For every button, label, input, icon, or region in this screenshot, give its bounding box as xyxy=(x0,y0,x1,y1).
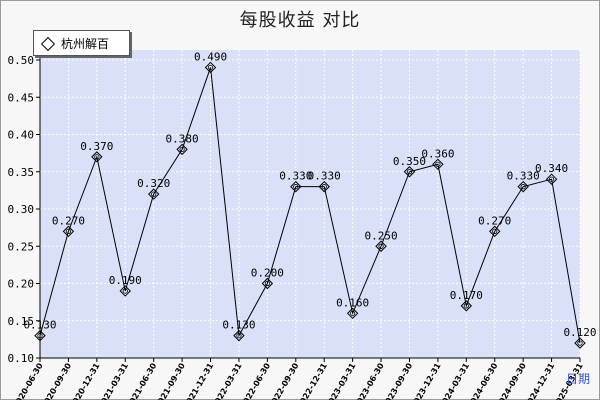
x-tick-label: 2022-06-30 xyxy=(239,361,273,400)
data-point-center xyxy=(37,333,43,339)
data-point xyxy=(34,329,46,342)
data-label: 0.320 xyxy=(137,177,170,190)
data-point xyxy=(318,180,330,193)
data-point-center xyxy=(293,184,299,190)
x-tick-label: 2021-03-31 xyxy=(97,361,131,400)
data-label: 0.250 xyxy=(364,229,397,242)
x-tick-label: 2024-12-31 xyxy=(523,361,557,400)
data-point-center xyxy=(577,340,583,346)
y-tick-label: 0.40 xyxy=(8,129,35,142)
data-point xyxy=(62,225,75,238)
x-tick-label: 2021-09-30 xyxy=(153,361,187,400)
data-label: 0.120 xyxy=(563,326,596,339)
data-point-center xyxy=(264,280,270,287)
y-tick-label: 0.20 xyxy=(8,278,35,291)
x-tick-label: 2023-09-30 xyxy=(381,361,415,400)
data-point xyxy=(346,307,359,320)
data-label: 0.370 xyxy=(80,140,113,153)
data-label: 0.130 xyxy=(222,319,255,332)
data-label: 0.200 xyxy=(251,267,284,280)
data-point xyxy=(91,151,103,163)
data-point-center xyxy=(94,154,100,160)
x-tick-label: 2022-09-30 xyxy=(267,361,301,400)
y-tick-label: 0.25 xyxy=(8,240,35,253)
series-line xyxy=(39,67,581,344)
data-point-center xyxy=(207,64,214,71)
data-point xyxy=(204,61,217,74)
data-point-center xyxy=(179,146,185,152)
data-label: 0.190 xyxy=(109,274,142,287)
data-point xyxy=(176,143,188,156)
x-tick-label: 2023-06-30 xyxy=(352,361,386,400)
x-tick-label: 2024-06-30 xyxy=(466,361,500,400)
data-point-center xyxy=(406,169,413,175)
data-point xyxy=(147,188,160,200)
x-tick-label: 2023-12-31 xyxy=(409,361,443,400)
data-label: 0.340 xyxy=(535,162,568,175)
data-label: 0.350 xyxy=(393,155,426,168)
legend: 杭州解百 xyxy=(33,30,130,56)
data-point xyxy=(119,285,131,297)
data-point xyxy=(432,158,444,171)
x-tick-label: 2023-03-31 xyxy=(324,361,358,400)
y-tick-label: 0.30 xyxy=(8,203,35,216)
x-tick-label: 2020-12-31 xyxy=(68,361,102,400)
data-point-center xyxy=(492,228,498,234)
data-point-center xyxy=(378,243,384,249)
data-point xyxy=(375,240,387,252)
x-tick-label: 2024-09-30 xyxy=(495,361,529,400)
data-label: 0.330 xyxy=(507,170,540,183)
data-point xyxy=(545,173,558,185)
data-label: 0.330 xyxy=(279,170,312,183)
data-point xyxy=(574,337,586,349)
data-label: 0.160 xyxy=(336,296,369,309)
x-tick-label: 2021-06-30 xyxy=(125,361,159,400)
data-point-center xyxy=(548,176,555,182)
data-point xyxy=(261,277,274,290)
data-point-center xyxy=(151,191,157,197)
data-point-center xyxy=(520,184,526,190)
data-point-center xyxy=(321,184,327,190)
data-label: 0.490 xyxy=(194,50,227,63)
x-tick-label: 2022-12-31 xyxy=(296,361,330,400)
data-point-center xyxy=(463,303,469,309)
data-point xyxy=(489,225,501,238)
data-point-center xyxy=(65,228,72,234)
data-label: 0.270 xyxy=(52,214,85,227)
data-point xyxy=(290,180,302,193)
x-tick-label: 2020-09-30 xyxy=(40,361,74,400)
legend-series-label: 杭州解百 xyxy=(61,37,110,51)
data-point-center xyxy=(236,333,242,339)
data-label: 0.330 xyxy=(308,170,341,183)
plot-area xyxy=(40,50,580,358)
data-label: 0.130 xyxy=(23,319,56,332)
data-label: 0.170 xyxy=(450,289,483,302)
data-point-center xyxy=(435,161,441,167)
x-tick-label: 2021-12-31 xyxy=(182,361,216,400)
x-axis-title: 日期 xyxy=(566,372,590,386)
data-label: 0.380 xyxy=(166,132,199,145)
data-point xyxy=(233,329,245,342)
data-point xyxy=(403,166,416,178)
data-point-center xyxy=(122,288,128,294)
legend-marker-diamond-icon xyxy=(40,36,56,52)
chart-title: 每股收益 对比 xyxy=(239,10,361,31)
y-tick-label: 0.35 xyxy=(8,166,35,179)
x-tick-label: 2020-06-30 xyxy=(11,361,45,400)
data-label: 0.270 xyxy=(478,214,511,227)
data-point xyxy=(460,300,473,312)
data-point-center xyxy=(350,310,356,316)
y-tick-label: 0.15 xyxy=(8,315,35,328)
y-tick-label: 0.50 xyxy=(8,54,35,67)
data-label: 0.360 xyxy=(421,147,454,160)
y-tick-label: 0.45 xyxy=(8,91,35,104)
x-tick-label: 2022-03-31 xyxy=(210,361,244,400)
y-tick-label: 0.10 xyxy=(8,352,35,365)
data-point xyxy=(517,180,529,193)
x-tick-label: 2024-03-31 xyxy=(438,361,472,400)
